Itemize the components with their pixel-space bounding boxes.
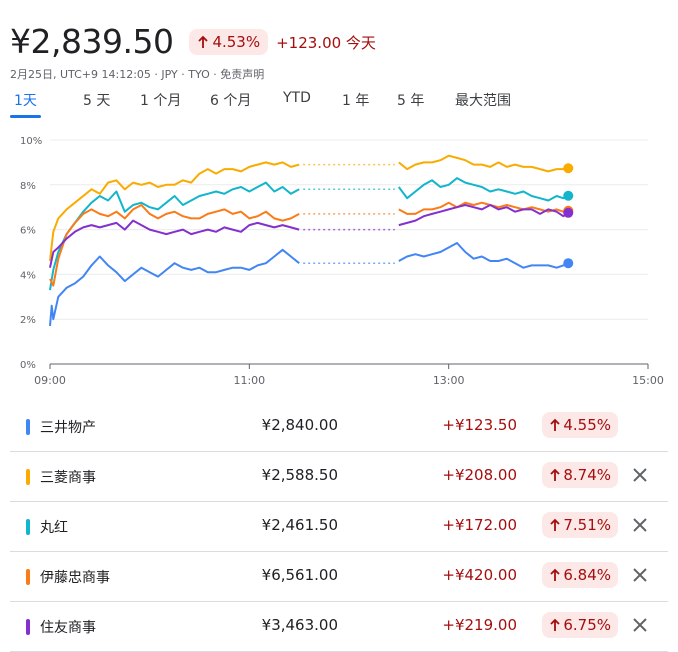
stock-pct-badge: 7.51%: [542, 512, 618, 538]
series-color-bar: [26, 519, 30, 535]
arrow-up-icon: [550, 418, 560, 431]
arrow-up-icon: [550, 468, 560, 481]
tab-3[interactable]: 6 个月: [210, 93, 252, 109]
series-line-afternoon-0: [398, 242, 569, 269]
abs-change: +123.00 今天: [276, 33, 376, 52]
stock-pct: 6.84%: [563, 566, 611, 584]
series-endpoint-4: [563, 207, 574, 218]
comparison-chart: 0% 2% 4% 6% 8% 10% 09:00 11:00 13:00 15:00: [20, 136, 664, 387]
stock-pct-badge: 6.75%: [542, 612, 618, 638]
stock-name: 伊藤忠商事: [40, 570, 110, 586]
arrow-up-icon: [550, 618, 560, 631]
stock-change: +¥172.00: [442, 516, 517, 534]
arrow-up-icon: [550, 518, 560, 531]
stock-price: ¥3,463.00: [261, 616, 338, 634]
stock-pct-badge: 8.74%: [542, 462, 618, 488]
x-tick-label: 15:00: [632, 374, 664, 387]
stock-price: ¥2,588.50: [261, 466, 338, 484]
close-icon[interactable]: [628, 513, 652, 537]
series-line-afternoon-4: [398, 204, 569, 227]
series-line-morning-0: [49, 248, 300, 326]
series-color-bar: [26, 469, 30, 485]
stock-pct: 4.55%: [563, 416, 611, 434]
y-tick-label: 2%: [20, 315, 36, 326]
series-line-morning-3: [49, 204, 300, 287]
stock-pct: 8.74%: [563, 466, 611, 484]
y-tick-label: 8%: [20, 181, 36, 192]
series-endpoint-1: [563, 163, 574, 174]
series-endpoint-2: [563, 190, 574, 201]
tab-2[interactable]: 1 个月: [140, 93, 182, 109]
close-icon[interactable]: [628, 563, 652, 587]
stock-change: +¥123.50: [442, 416, 517, 434]
comparison-row[interactable]: 三菱商事 ¥2,588.50 +¥208.00 8.74%: [10, 452, 668, 502]
stock-pct-badge: 6.84%: [542, 562, 618, 588]
y-tick-label: 6%: [20, 226, 36, 237]
y-tick-label: 4%: [20, 270, 36, 281]
tab-4[interactable]: YTD: [283, 90, 311, 106]
comparison-row[interactable]: 丸红 ¥2,461.50 +¥172.00 7.51%: [10, 502, 668, 552]
stock-price: ¥2,461.50: [261, 516, 338, 534]
arrow-up-icon: [198, 35, 209, 48]
y-tick-label: 10%: [20, 136, 42, 147]
arrow-up-icon: [550, 568, 560, 581]
series-line-morning-1: [49, 161, 300, 262]
tab-0[interactable]: 1天: [10, 90, 41, 118]
series-line-afternoon-1: [398, 154, 569, 173]
pct-change-badge: 4.53%: [189, 29, 269, 55]
pct-change-value: 4.53%: [212, 33, 261, 51]
quote-meta: 2月25日, UTC+9 14:12:05 · JPY · TYO · 免责声明: [10, 68, 265, 81]
price-header: ¥2,839.50 4.53% +123.00 今天: [10, 22, 376, 62]
series-endpoint-0: [563, 258, 574, 269]
series-color-bar: [26, 569, 30, 585]
tab-7[interactable]: 最大范围: [455, 93, 511, 109]
stock-name: 住友商事: [40, 620, 96, 636]
stock-change: +¥420.00: [442, 566, 517, 584]
stock-name: 三菱商事: [40, 470, 96, 486]
series-line-morning-2: [49, 181, 300, 291]
close-icon[interactable]: [628, 463, 652, 487]
x-tick-label: 11:00: [233, 374, 265, 387]
comparison-row[interactable]: 三井物产 ¥2,840.00 +¥123.50 4.55%: [10, 402, 668, 452]
x-tick-label: 13:00: [433, 374, 465, 387]
tab-5[interactable]: 1 年: [342, 93, 370, 109]
close-icon[interactable]: [628, 613, 652, 637]
stock-name: 三井物产: [40, 420, 96, 436]
stock-price: ¥6,561.00: [261, 566, 338, 584]
stock-pct-badge: 4.55%: [542, 412, 618, 438]
comparison-list: 三井物产 ¥2,840.00 +¥123.50 4.55% 三菱商事 ¥2,588.50 +…: [10, 402, 668, 652]
stock-pct: 6.75%: [563, 616, 611, 634]
stock-name: 丸红: [40, 520, 68, 536]
series-color-bar: [26, 419, 30, 435]
current-price: ¥2,839.50: [10, 22, 174, 61]
series-line-afternoon-2: [397, 177, 569, 202]
stock-pct: 7.51%: [563, 516, 611, 534]
y-tick-label: 0%: [20, 360, 36, 371]
stock-change: +¥208.00: [442, 466, 517, 484]
comparison-row[interactable]: 伊藤忠商事 ¥6,561.00 +¥420.00 6.84%: [10, 552, 668, 602]
comparison-row[interactable]: 住友商事 ¥3,463.00 +¥219.00 6.75%: [10, 602, 668, 652]
series-line-morning-4: [49, 219, 300, 268]
tab-6[interactable]: 5 年: [397, 93, 425, 109]
stock-change: +¥219.00: [442, 616, 517, 634]
series-color-bar: [26, 619, 30, 635]
tab-1[interactable]: 5 天: [83, 93, 111, 109]
x-tick-label: 09:00: [34, 374, 66, 387]
stock-price: ¥2,840.00: [261, 416, 338, 434]
